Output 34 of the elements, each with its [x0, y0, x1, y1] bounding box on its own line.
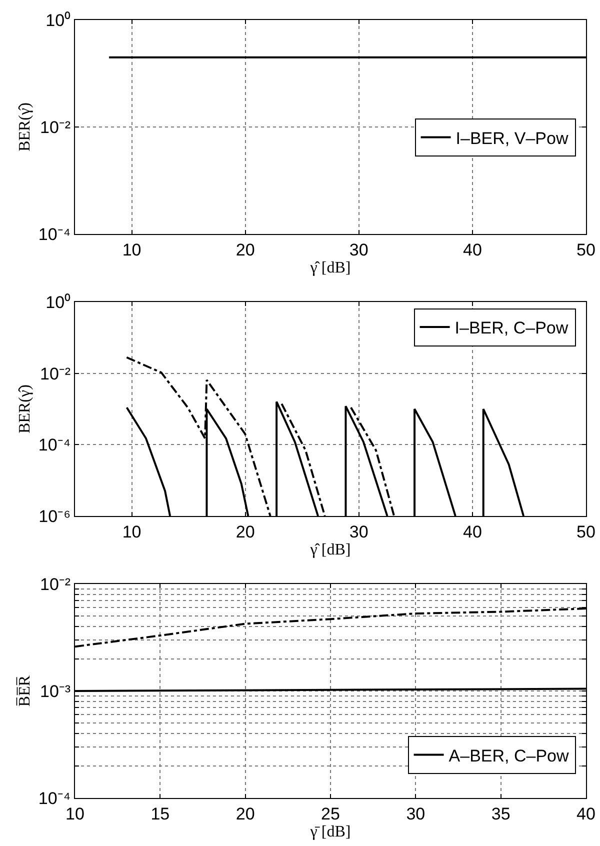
y-tick-label: 10⁻⁴ [38, 436, 71, 455]
legend-label: I–BER, C–Pow [454, 318, 569, 338]
x-tick-label: 50 [576, 522, 596, 542]
y-tick-label: 10⁻³ [40, 682, 71, 701]
y-tick-label: 10⁻² [40, 364, 71, 384]
y-tick-label: 10⁻² [40, 574, 71, 594]
x-tick-label: 35 [491, 804, 510, 824]
x-tick-label: 20 [236, 522, 255, 542]
x-tick-label: 10 [122, 522, 142, 542]
x-axis-title: γ̂ [dB] [309, 259, 351, 276]
y-axis-title: B̅E̅R̅ [16, 675, 34, 707]
x-tick-label: 15 [150, 804, 170, 824]
x-tick-label: 30 [349, 522, 368, 542]
x-tick-label: 40 [462, 240, 482, 260]
x-tick-label: 50 [576, 240, 596, 260]
x-tick-label: 30 [349, 240, 368, 260]
legend-label: A–BER, C–Pow [448, 746, 570, 766]
y-tick-label: 10⁰ [46, 292, 71, 312]
x-tick-label: 25 [321, 804, 340, 824]
x-axis-title: γ̄ [dB] [309, 823, 351, 840]
x-tick-label: 20 [236, 804, 255, 824]
y-tick-label: 10⁻² [40, 118, 71, 137]
y-tick-label: 10⁰ [46, 10, 71, 30]
x-tick-label: 40 [462, 522, 482, 542]
y-axis-title: BER(γ̂) [16, 102, 34, 152]
x-tick-label: 40 [576, 804, 596, 824]
y-tick-label: 10⁻⁴ [38, 224, 71, 244]
x-tick-label: 10 [122, 240, 142, 260]
x-axis-title: γ̂ [dB] [309, 541, 351, 558]
y-tick-label: 10⁻⁶ [38, 506, 71, 526]
x-tick-label: 30 [406, 804, 426, 824]
x-tick-label: 20 [236, 240, 255, 260]
legend-label: I–BER, V–Pow [456, 128, 569, 148]
y-axis-title: BER(γ̂) [16, 384, 34, 434]
